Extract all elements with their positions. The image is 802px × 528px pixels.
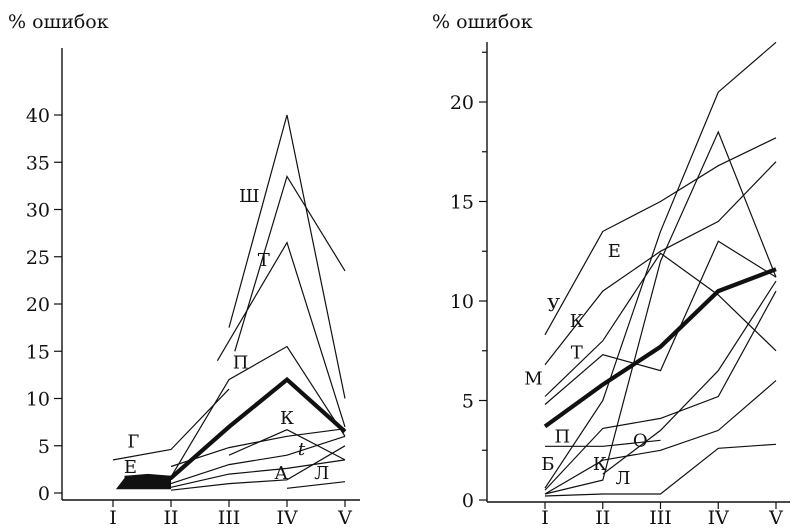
left-xtick-label: I bbox=[109, 507, 117, 528]
right-series-line bbox=[544, 161, 777, 366]
right-series-label: Е bbox=[608, 241, 621, 262]
left-series-label: Л bbox=[314, 463, 329, 484]
right-series-line bbox=[544, 130, 777, 495]
right-series-label: К bbox=[593, 454, 607, 475]
left-series-label: Е bbox=[124, 457, 137, 478]
right-series-line bbox=[543, 267, 777, 429]
right-series-line bbox=[544, 252, 777, 397]
left-series-label: t bbox=[298, 439, 306, 460]
left-ytick-label: 0 bbox=[38, 483, 50, 505]
left-ytick-label: 10 bbox=[26, 389, 50, 411]
right-ylabel: % ошибок bbox=[432, 11, 533, 33]
left-ytick-label: 30 bbox=[26, 200, 50, 222]
left-series bbox=[112, 114, 347, 491]
left-xtick-label: II bbox=[163, 507, 178, 528]
right-series-line bbox=[544, 137, 777, 336]
left-series-line bbox=[286, 481, 346, 489]
left-ytick-label: 25 bbox=[26, 247, 50, 269]
left-series-label: Г bbox=[127, 432, 139, 453]
right-series-label: О bbox=[633, 430, 648, 451]
left-series-line bbox=[228, 114, 346, 399]
right-xtick-label: V bbox=[768, 507, 783, 528]
left-series-line bbox=[234, 174, 346, 352]
right-ytick-label: 10 bbox=[450, 291, 474, 313]
left-series-label: К bbox=[280, 408, 294, 429]
right-series-label: П bbox=[554, 426, 570, 447]
left-series-line bbox=[216, 241, 346, 428]
right-ytick-label: 0 bbox=[462, 490, 474, 512]
left-series-line bbox=[112, 388, 230, 461]
right-series-label: Л bbox=[615, 468, 630, 489]
left-ytick-label: 5 bbox=[38, 436, 50, 458]
left-xtick-label: V bbox=[337, 507, 352, 528]
left-series-line bbox=[170, 445, 346, 491]
left-ytick-label: 35 bbox=[26, 152, 50, 174]
left-series-label: Ш bbox=[239, 186, 260, 207]
left-ytick-label: 15 bbox=[26, 341, 50, 363]
right-ytick-label: 15 bbox=[450, 192, 474, 214]
right-series-line bbox=[544, 290, 777, 491]
right-ytick-label: 5 bbox=[462, 391, 474, 413]
right-series-line bbox=[544, 240, 777, 405]
right-xtick-label: I bbox=[541, 507, 549, 528]
left-series-label: Т bbox=[258, 250, 270, 271]
left-series-line bbox=[170, 345, 346, 478]
left-ytick-label: 20 bbox=[26, 294, 50, 316]
right-series-line bbox=[544, 380, 777, 495]
right-series-line bbox=[602, 280, 777, 475]
left-xtick-label: IV bbox=[276, 507, 298, 528]
right-series-line bbox=[544, 443, 777, 497]
left-series-line bbox=[170, 459, 346, 488]
right-series-label: У bbox=[547, 295, 560, 316]
right-xtick-label: III bbox=[649, 507, 672, 528]
right-xtick-label: IV bbox=[708, 507, 730, 528]
right-ytick-label: 20 bbox=[450, 92, 474, 114]
left-bold-fill bbox=[115, 475, 171, 490]
left-ytick-label: 40 bbox=[26, 105, 50, 127]
right-series-label: Б bbox=[541, 454, 554, 475]
left-series-line bbox=[170, 435, 346, 485]
right-series-line bbox=[544, 41, 777, 489]
left-series-label: А bbox=[274, 463, 288, 484]
left-xtick-label: III bbox=[218, 507, 241, 528]
right-series-label: Т bbox=[571, 343, 583, 364]
left-ylabel: % ошибок bbox=[8, 11, 109, 33]
right-series-label: М bbox=[524, 369, 542, 390]
left-series-label: П bbox=[233, 352, 249, 373]
right-series-label: К bbox=[570, 311, 584, 332]
left-series-line bbox=[228, 429, 346, 461]
right-series bbox=[543, 41, 777, 497]
right-series-line bbox=[545, 439, 661, 447]
right-xtick-label: II bbox=[595, 507, 610, 528]
